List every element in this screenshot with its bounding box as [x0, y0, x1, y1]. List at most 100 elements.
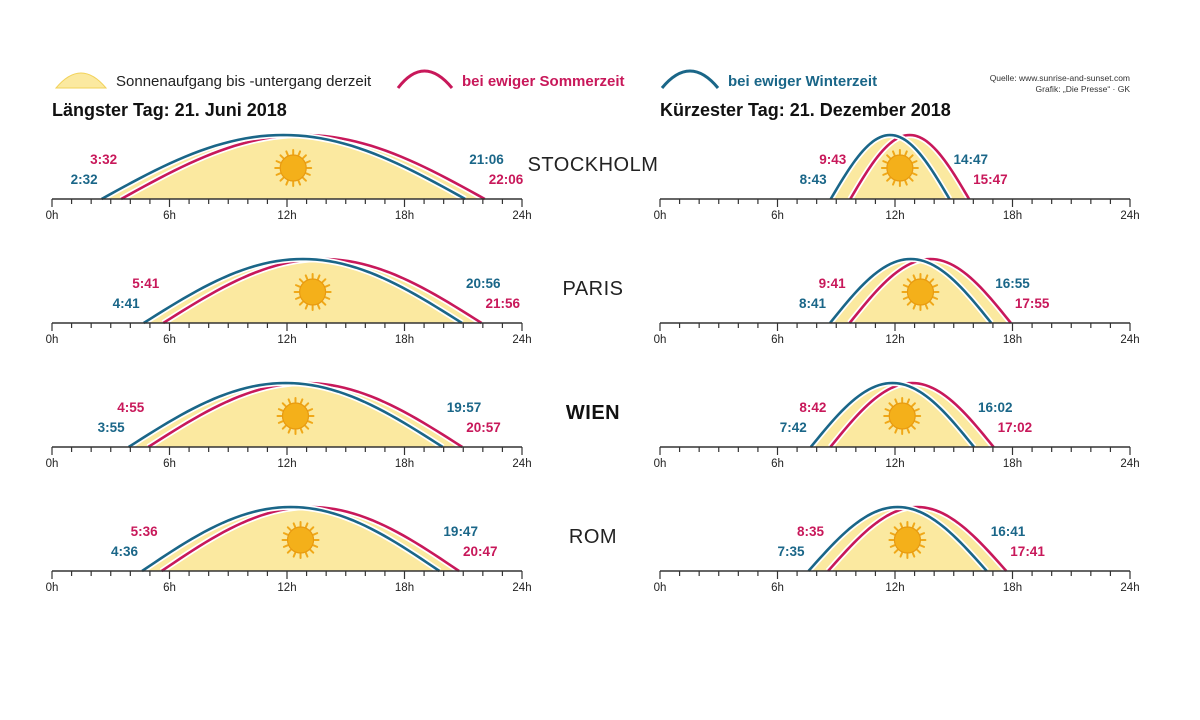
tick-label: 24h	[1120, 334, 1139, 346]
city-name: PARIS	[562, 278, 623, 300]
tick-label: 18h	[395, 582, 414, 594]
sun-ray	[902, 284, 909, 288]
sun-ray	[292, 522, 297, 529]
summer-sunrise-label: 4:55	[117, 400, 145, 415]
sun-ray	[911, 160, 918, 164]
sun-ray	[286, 526, 292, 532]
winter-sunset-label: 20:56	[466, 276, 501, 291]
sun-ray	[309, 526, 315, 532]
time-axis: 0h 6h 12h 18h 24h	[46, 322, 532, 346]
sun-ray	[894, 398, 898, 405]
sun-ray	[321, 300, 327, 306]
time-axis: 0h 6h 12h 18h 24h	[654, 446, 1140, 470]
winter-time-curve	[829, 133, 951, 200]
sun-icon	[276, 397, 315, 435]
sun-ray	[929, 278, 935, 284]
city-row-wien: WIEN 0h 6h 12h 18h 24h 3:55 4:55 19:57 20:57 0h 6h 1…	[46, 379, 1140, 470]
sun-ray	[302, 154, 307, 160]
sun-ray	[298, 278, 304, 284]
sun-ray	[899, 551, 904, 558]
panel-summer: 0h 6h 12h 18h 24h 3:55 4:55 19:57 20:57	[46, 379, 532, 470]
time-axis: 0h 6h 12h 18h 24h	[654, 570, 1140, 594]
tick-label: 24h	[1120, 458, 1139, 470]
panel-title-summer: Längster Tag: 21. Juni 2018	[52, 100, 287, 120]
sun-ray	[904, 150, 908, 157]
sun-ray	[906, 427, 911, 434]
sun-ray	[908, 154, 914, 160]
source-line-1: Quelle: www.sunrise-and-sunset.com	[990, 73, 1130, 83]
winter-sunset-label: 16:41	[991, 524, 1026, 539]
sun-icon	[880, 149, 919, 187]
tick-label: 0h	[654, 334, 667, 346]
sun-ray	[304, 424, 310, 430]
winter-time-curve	[143, 257, 463, 325]
tick-label: 24h	[512, 210, 531, 222]
sun-icon	[274, 149, 313, 187]
tick-label: 18h	[395, 334, 414, 346]
summer-sunrise-label: 5:36	[131, 524, 159, 539]
sun-ray	[282, 544, 289, 548]
sun-ray	[316, 303, 321, 310]
sun-ray	[309, 548, 315, 554]
winter-time-curve	[807, 505, 988, 572]
winter-sunset-label: 19:47	[443, 524, 478, 539]
tick-label: 12h	[885, 582, 904, 594]
winter-time-curve	[141, 505, 441, 573]
time-axis: 0h 6h 12h 18h 24h	[46, 570, 532, 594]
sun-ray	[298, 300, 304, 306]
sun-ray	[882, 172, 888, 176]
legend-summer-label: bei ewiger Sommerzeit	[462, 73, 625, 90]
tick-label: 0h	[46, 582, 59, 594]
sun-ray	[914, 408, 920, 412]
sun-ray	[889, 544, 896, 548]
panel-winter: 0h 6h 12h 18h 24h 8:43 9:43 14:47 15:47	[654, 131, 1140, 222]
summer-sunset-label: 20:47	[463, 544, 498, 559]
panel-winter: 0h 6h 12h 18h 24h 7:42 8:42 16:02 17:02	[654, 379, 1140, 470]
sun-ray	[312, 544, 319, 548]
time-axis: 0h 6h 12h 18h 24h	[654, 198, 1140, 222]
sun-ray	[297, 179, 302, 186]
sun-ray	[321, 278, 327, 284]
sun-ray	[888, 424, 894, 430]
sun-ray	[279, 176, 285, 182]
tick-label: 24h	[512, 334, 531, 346]
sun-ray	[911, 172, 918, 176]
tick-label: 0h	[46, 458, 59, 470]
sun-icon	[901, 273, 940, 311]
sun-ray	[932, 284, 939, 288]
sun-ray	[304, 551, 309, 558]
sun-ray	[884, 408, 891, 412]
summer-sunset-label: 21:56	[486, 296, 521, 311]
sun-ray	[304, 274, 309, 281]
sun-ray	[894, 427, 898, 434]
tick-label: 18h	[1003, 458, 1022, 470]
legend-summer-swatch	[396, 69, 454, 89]
panel-winter: 0h 6h 12h 18h 24h 7:35 8:35 16:41 17:41	[654, 503, 1140, 594]
sun-ray	[924, 303, 929, 310]
sun-disc	[906, 278, 935, 306]
tick-label: 18h	[1003, 582, 1022, 594]
tick-label: 0h	[46, 210, 59, 222]
tick-label: 18h	[1003, 334, 1022, 346]
winter-sunset-label: 16:02	[978, 400, 1013, 415]
sun-ray	[916, 526, 922, 532]
sun-ray	[287, 427, 292, 434]
sun-ray	[916, 548, 922, 554]
sun-ray	[902, 296, 909, 300]
winter-time-curve	[100, 133, 466, 201]
sun-icon	[293, 273, 332, 311]
panel-summer: 0h 6h 12h 18h 24h 2:32 3:32 21:06 22:06	[46, 131, 532, 222]
sun-ray	[924, 274, 929, 281]
tick-label: 18h	[1003, 210, 1022, 222]
summer-sunrise-label: 3:32	[90, 152, 117, 167]
sun-ray	[286, 548, 292, 554]
summer-time-curve	[849, 133, 971, 200]
summer-time-curve	[848, 257, 1012, 324]
sun-ray	[914, 420, 920, 424]
sun-ray	[277, 408, 284, 412]
sun-icon	[888, 521, 927, 559]
sun-ray	[906, 398, 911, 405]
sun-ray	[297, 150, 302, 157]
sun-ray	[304, 303, 309, 310]
